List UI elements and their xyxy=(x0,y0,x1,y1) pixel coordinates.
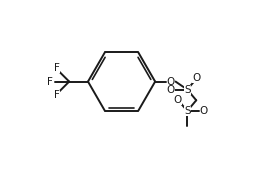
Text: O: O xyxy=(174,95,182,105)
Text: F: F xyxy=(54,63,60,73)
Text: S: S xyxy=(184,85,191,95)
Text: O: O xyxy=(167,77,175,87)
Text: O: O xyxy=(193,74,201,83)
Text: F: F xyxy=(54,90,60,100)
Text: S: S xyxy=(184,106,191,116)
Text: O: O xyxy=(200,106,208,116)
Text: F: F xyxy=(48,77,53,87)
Text: O: O xyxy=(167,85,175,95)
